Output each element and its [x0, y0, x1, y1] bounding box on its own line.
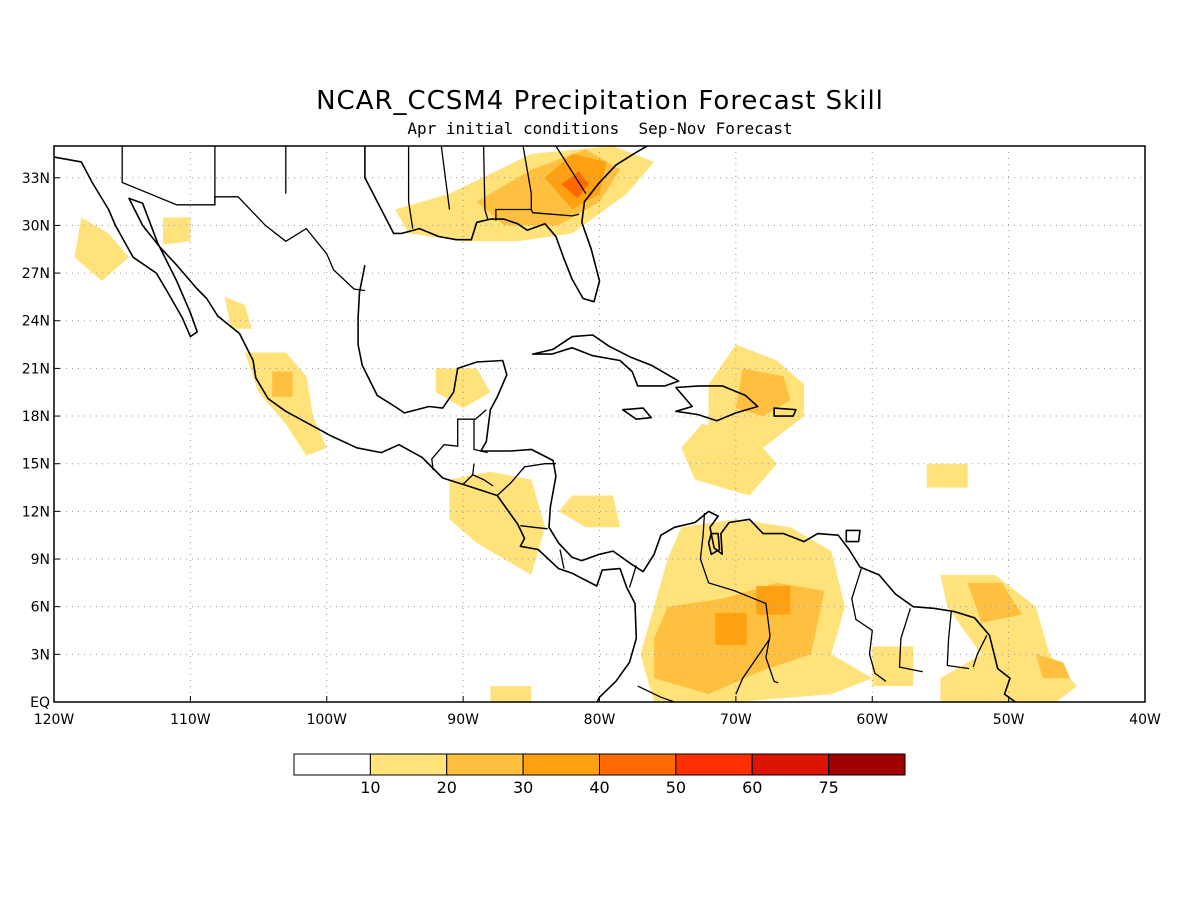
chart-title: NCAR_CCSM4 Precipitation Forecast Skill: [316, 86, 884, 116]
border-line: [555, 146, 587, 195]
skill-region: [735, 368, 791, 417]
lon-tick-label: 90W: [447, 712, 479, 728]
skill-region: [561, 171, 589, 199]
colorbar-label: 10: [360, 778, 380, 797]
border-line: [407, 146, 414, 229]
colorbar: 10 20 30 40 50 60 75: [293, 753, 906, 797]
border-line: [946, 611, 970, 670]
lat-tick-label: 18N: [22, 409, 50, 425]
colorbar-label: 75: [818, 778, 838, 797]
border-line: [462, 474, 494, 487]
lon-tick-label: 80W: [584, 712, 616, 728]
colorbar-label: 50: [666, 778, 686, 797]
lat-tick-label: EQ: [30, 695, 50, 711]
skill-region: [926, 463, 968, 488]
lon-tick-label: 60W: [856, 712, 888, 728]
border-line: [440, 146, 451, 210]
border-line: [520, 525, 548, 530]
border-line: [628, 565, 637, 588]
border-line: [637, 685, 675, 702]
lat-tick-label: 15N: [22, 457, 50, 473]
skill-region: [74, 217, 129, 281]
skill-region: [163, 217, 191, 245]
lat-tick-label: 21N: [22, 361, 50, 377]
skill-region: [244, 352, 327, 456]
skill-region: [1035, 654, 1070, 679]
skill-region: [558, 495, 620, 528]
border-line: [898, 608, 923, 673]
lat-tick-label: 33N: [22, 171, 50, 187]
skill-region: [449, 471, 545, 575]
border-line: [972, 635, 988, 668]
coastline-gulf-atlantic: [54, 156, 638, 702]
coastline-gulf-mexico-west: [357, 264, 1016, 702]
colorbar-label: 20: [437, 778, 457, 797]
lat-tick-label: 9N: [31, 552, 50, 568]
border-line: [559, 549, 565, 569]
border-line: [431, 409, 487, 471]
lon-tick-label: 100W: [306, 712, 347, 728]
lat-tick-label: 24N: [22, 314, 50, 330]
border-line: [121, 146, 365, 292]
lon-tick-label: 110W: [170, 712, 211, 728]
lat-tick-label: 27N: [22, 266, 50, 282]
coastline-lake-maracaibo: [707, 532, 721, 556]
skill-region: [715, 613, 747, 645]
border-line: [482, 146, 489, 220]
colorbar-swatch: [522, 753, 600, 776]
lon-tick-label: 70W: [720, 712, 752, 728]
chart-subtitle: Apr initial conditions Sep-Nov Forecast: [407, 119, 793, 138]
coastline-puerto-rico: [773, 407, 797, 417]
lon-tick-label: 40W: [1129, 712, 1161, 728]
lat-tick-label: 3N: [31, 647, 50, 663]
colorbar-swatch: [369, 753, 448, 776]
axis-ticks: 120W 110W 100W 90W 80W 70W 60W 50W 40W EQ 3N 6N 9N 12…: [22, 171, 1161, 728]
colorbar-swatch: [751, 753, 830, 776]
skill-region: [681, 424, 777, 496]
lat-tick-label: 6N: [31, 600, 50, 616]
colorbar-swatch: [293, 753, 371, 776]
skill-region: [490, 686, 532, 702]
lon-tick-label: 50W: [993, 712, 1025, 728]
colorbar-swatch: [828, 753, 906, 776]
skill-region: [967, 582, 1023, 623]
coastline-jamaica: [621, 407, 653, 421]
border-line: [699, 512, 779, 684]
colorbar-label: 30: [513, 778, 533, 797]
lat-tick-label: 12N: [22, 504, 50, 520]
skill-shading: [74, 146, 1077, 702]
coastline-trinidad: [845, 529, 861, 543]
lon-tick-label: 120W: [34, 712, 75, 728]
skill-region: [272, 371, 293, 397]
colorbar-swatch: [675, 753, 753, 776]
coastline-north-shore: [364, 146, 648, 303]
skill-region: [224, 296, 252, 329]
skill-region: [872, 646, 914, 687]
colorbar-label: 40: [589, 778, 609, 797]
colorbar-label: 60: [742, 778, 762, 797]
coastline-cuba: [531, 334, 680, 387]
border-line: [496, 463, 556, 496]
border-line: [851, 568, 887, 682]
coastlines: [54, 146, 1016, 702]
colorbar-swatch: [446, 753, 524, 776]
coastline-hispaniola: [675, 385, 759, 422]
border-line: [473, 419, 488, 454]
border-line: [472, 463, 475, 475]
border-line: [735, 638, 771, 695]
border-line: [530, 209, 580, 217]
country-borders: [121, 146, 988, 702]
lat-tick-label: 30N: [22, 218, 50, 234]
skill-region: [756, 586, 791, 615]
colorbar-swatch: [599, 753, 677, 776]
